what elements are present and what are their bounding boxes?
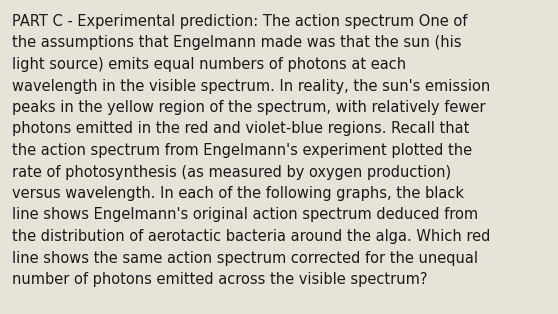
Text: number of photons emitted across the visible spectrum?: number of photons emitted across the vis… [12,272,427,287]
Text: wavelength in the visible spectrum. In reality, the sun's emission: wavelength in the visible spectrum. In r… [12,78,490,94]
Text: versus wavelength. In each of the following graphs, the black: versus wavelength. In each of the follow… [12,186,464,201]
Text: the distribution of aerotactic bacteria around the alga. Which red: the distribution of aerotactic bacteria … [12,229,490,244]
Text: the action spectrum from Engelmann's experiment plotted the: the action spectrum from Engelmann's exp… [12,143,472,158]
Text: rate of photosynthesis (as measured by oxygen production): rate of photosynthesis (as measured by o… [12,165,451,180]
Text: photons emitted in the red and violet-blue regions. Recall that: photons emitted in the red and violet-bl… [12,122,469,137]
Text: light source) emits equal numbers of photons at each: light source) emits equal numbers of pho… [12,57,406,72]
Text: line shows Engelmann's original action spectrum deduced from: line shows Engelmann's original action s… [12,208,478,223]
Text: PART C - Experimental prediction: The action spectrum One of: PART C - Experimental prediction: The ac… [12,14,468,29]
Text: line shows the same action spectrum corrected for the unequal: line shows the same action spectrum corr… [12,251,478,266]
Text: the assumptions that Engelmann made was that the sun (his: the assumptions that Engelmann made was … [12,35,461,51]
Text: peaks in the yellow region of the spectrum, with relatively fewer: peaks in the yellow region of the spectr… [12,100,485,115]
